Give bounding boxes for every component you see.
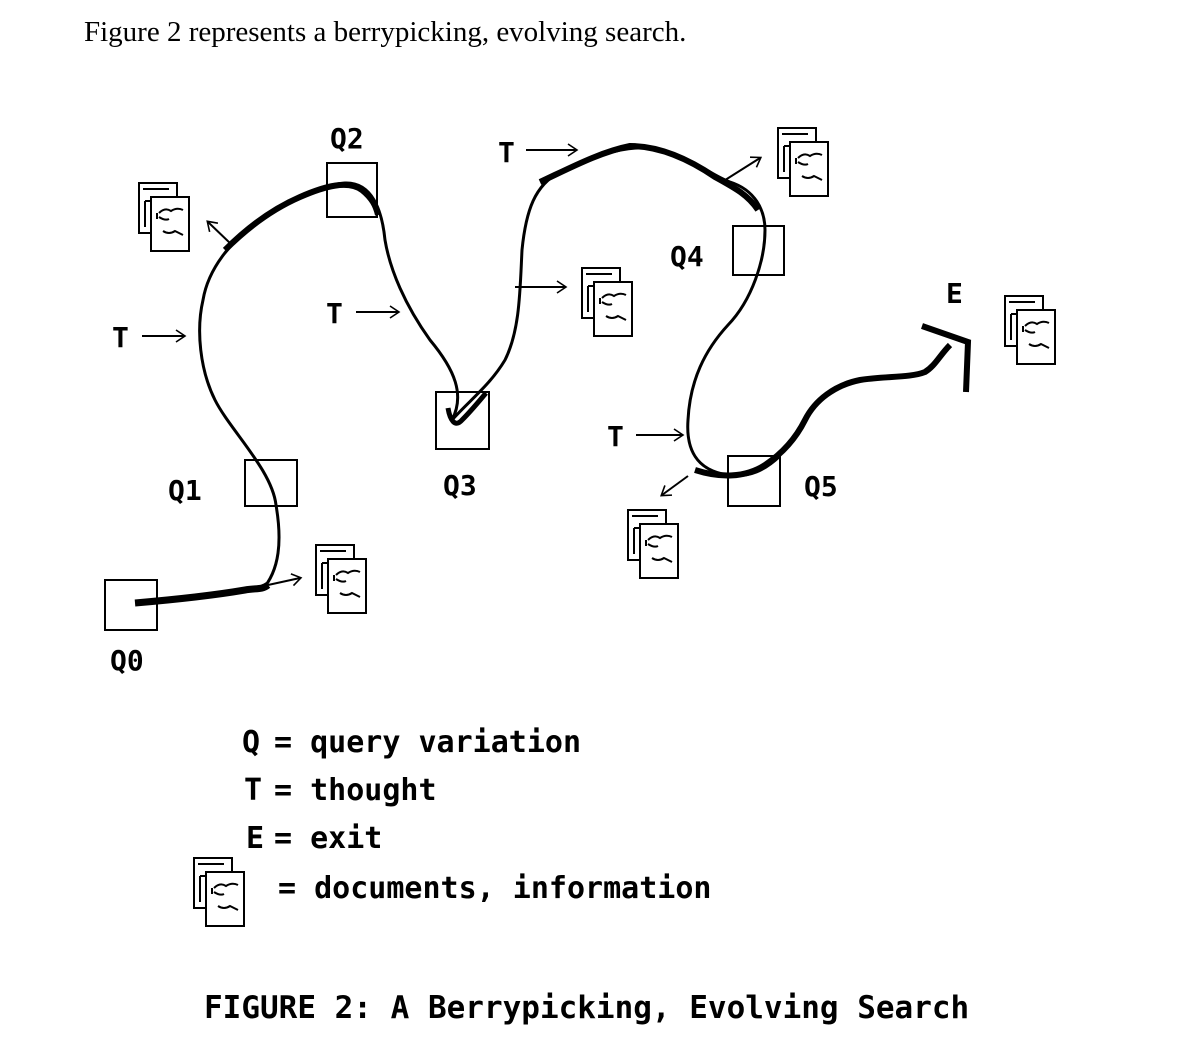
doc-arrow-q5 xyxy=(660,475,689,497)
query-label-q5: Q5 xyxy=(804,470,838,503)
search-path-thick-q3 xyxy=(445,391,488,426)
legend-q-text: = query variation xyxy=(274,725,581,760)
search-path-thick-end xyxy=(694,342,953,479)
query-box-q1 xyxy=(244,459,298,507)
document-icon xyxy=(315,544,367,614)
doc-arrow-q1 xyxy=(267,573,303,587)
query-label-q3: Q3 xyxy=(443,469,477,502)
query-label-q0: Q0 xyxy=(110,644,144,677)
document-icon xyxy=(581,267,633,337)
intro-text: Figure 2 represents a berrypicking, evol… xyxy=(84,16,687,48)
thought-label-lower: T xyxy=(607,420,624,453)
legend-t-key: T xyxy=(244,773,262,808)
query-label-q1: Q1 xyxy=(168,474,202,507)
query-box-q5 xyxy=(727,455,781,507)
query-box-q2 xyxy=(326,162,378,218)
doc-arrow-upper-left xyxy=(206,220,233,246)
legend-document-icon xyxy=(193,857,245,927)
query-label-q4: Q4 xyxy=(670,240,704,273)
legend-t-text: = thought xyxy=(274,773,437,808)
exit-label: E xyxy=(946,277,963,310)
legend-e-key: E xyxy=(246,821,264,856)
document-icon xyxy=(1004,295,1056,365)
legend-q-key: Q xyxy=(242,725,260,760)
thought-label-top: T xyxy=(498,136,515,169)
thought-label-left: T xyxy=(112,321,129,354)
doc-arrow-top-right xyxy=(721,156,763,183)
search-path-thick-q2 xyxy=(222,181,381,253)
query-label-q2: Q2 xyxy=(330,122,364,155)
exit-arrowhead xyxy=(921,323,972,393)
figure-caption: FIGURE 2: A Berrypicking, Evolving Searc… xyxy=(204,990,969,1026)
search-path-thick-start xyxy=(134,582,271,607)
document-icon xyxy=(777,127,829,197)
search-path-thin xyxy=(198,146,782,592)
thought-label-middle: T xyxy=(326,297,343,330)
query-box-q0 xyxy=(104,579,158,631)
document-icon xyxy=(138,182,190,252)
query-box-q3 xyxy=(435,391,490,450)
legend-e-text: = exit xyxy=(274,821,382,856)
search-path-thick-top xyxy=(538,142,761,212)
document-icon xyxy=(627,509,679,579)
legend-doc-text: = documents, information xyxy=(278,871,711,906)
